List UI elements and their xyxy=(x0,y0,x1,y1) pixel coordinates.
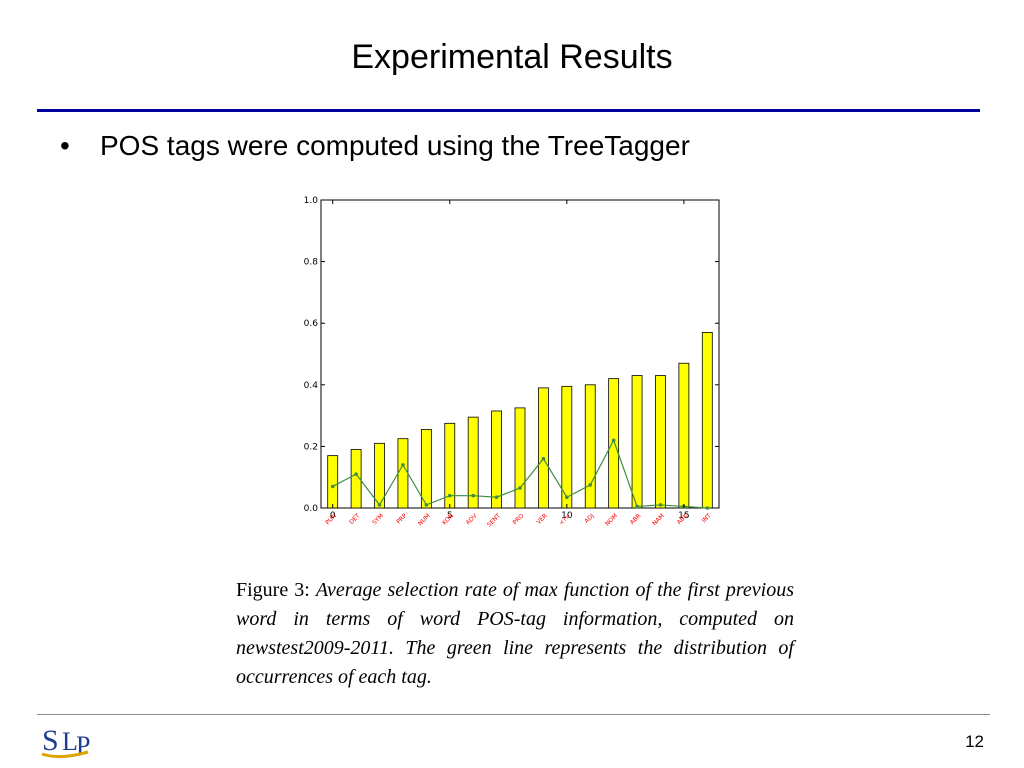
bar xyxy=(374,442,385,509)
category-label: ABR xyxy=(629,512,643,526)
page-number: 12 xyxy=(965,732,984,751)
category-label: PUN xyxy=(324,512,338,526)
slide-title: Experimental Results xyxy=(351,38,673,76)
line-point xyxy=(471,493,475,498)
line-point xyxy=(635,504,639,509)
bar xyxy=(467,416,479,509)
line-point xyxy=(588,483,593,487)
bar xyxy=(584,384,596,509)
bar xyxy=(561,385,573,509)
line-point xyxy=(705,506,710,510)
bullet-dot-icon: • xyxy=(60,130,70,161)
line-point xyxy=(377,503,382,507)
bar xyxy=(514,407,526,509)
bar xyxy=(491,410,502,509)
category-label: DET xyxy=(348,512,362,526)
bar xyxy=(608,378,620,509)
y-tick-label: 0.6 xyxy=(304,319,319,329)
category-label: NUM xyxy=(417,512,432,527)
category-label: PRP xyxy=(395,512,408,525)
bullet-text: POS tags were computed using the TreeTag… xyxy=(100,130,690,161)
svg-text:S: S xyxy=(42,724,59,757)
category-label: ADJ xyxy=(583,512,596,525)
category-label: PRO xyxy=(512,512,526,526)
line-point xyxy=(330,484,335,489)
x-tick-label: 10 xyxy=(561,511,573,521)
figure-label: Figure 3: xyxy=(236,579,310,601)
y-tick-label: 0.4 xyxy=(304,381,319,391)
line-point xyxy=(611,438,616,443)
line-point xyxy=(401,463,405,467)
bar xyxy=(538,387,549,509)
x-tick-label: 5 xyxy=(447,511,453,521)
y-tick-label: 0.0 xyxy=(304,504,319,514)
line-point xyxy=(658,503,663,507)
line-point xyxy=(424,503,429,507)
y-tick-label: 0.8 xyxy=(304,258,319,268)
bar xyxy=(420,429,432,509)
bullet-item: • POS tags were computed using the TreeT… xyxy=(60,130,690,162)
category-label: INT xyxy=(701,512,713,524)
bar xyxy=(701,332,713,509)
line-point xyxy=(494,495,499,500)
slp-logo: S L P xyxy=(41,724,90,760)
y-tick-label: 0.2 xyxy=(304,442,318,452)
bar xyxy=(631,375,643,509)
bar xyxy=(678,362,690,509)
y-tick-label: 1.0 xyxy=(304,196,319,206)
category-label: NAM xyxy=(651,512,666,527)
line-point xyxy=(354,472,358,476)
pos-tag-bar-chart: 0.0 0.2 0.4 0.6 0.8 1.0 0 5 10 15 PUN DET SYM PRP NUM K… xyxy=(304,196,720,529)
category-label: ADV xyxy=(465,512,480,527)
svg-text:L: L xyxy=(62,727,78,756)
category-label: NOM xyxy=(604,512,619,527)
bar xyxy=(655,375,666,509)
line-point xyxy=(447,493,452,498)
bar xyxy=(327,455,339,509)
category-label: SENT xyxy=(486,512,502,528)
title-underline xyxy=(37,109,980,112)
figure-caption-text: Average selection rate of max function o… xyxy=(236,579,794,688)
footer-divider xyxy=(37,714,990,715)
bar xyxy=(397,438,409,509)
figure-caption: Figure 3: Average selection rate of max … xyxy=(236,576,794,692)
line-point xyxy=(518,486,522,490)
x-tick-label: 0 xyxy=(330,511,336,521)
x-tick-label: 15 xyxy=(678,511,689,521)
category-label: VER xyxy=(535,512,548,525)
category-label: KON xyxy=(441,512,455,526)
line-point xyxy=(541,456,546,461)
line-point xyxy=(565,495,569,500)
category-label: SYM xyxy=(371,512,385,526)
bar xyxy=(350,449,362,509)
